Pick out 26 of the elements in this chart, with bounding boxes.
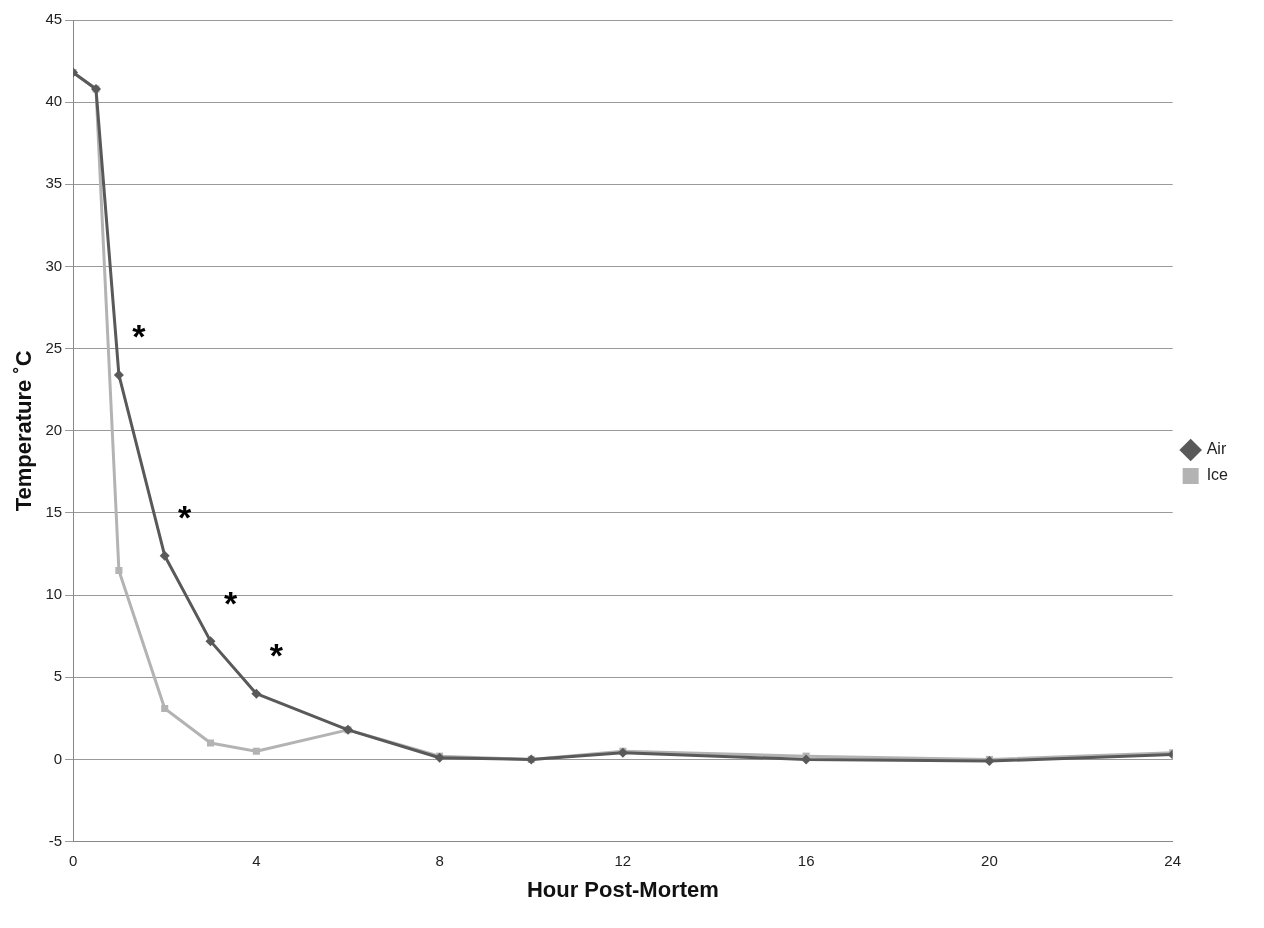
y-tick-label: 0 <box>53 749 63 767</box>
y-axis-title: Temperature ˚C <box>11 350 37 512</box>
y-tick-label: -5 <box>48 831 63 849</box>
x-tick-label: 8 <box>435 851 444 869</box>
y-tick-label: 20 <box>45 420 63 438</box>
x-tick-label: 16 <box>797 851 815 869</box>
y-tick-label: 45 <box>45 10 63 28</box>
y-tick-label: 40 <box>45 92 63 110</box>
y-tick-label: 35 <box>45 174 63 192</box>
y-tick-label: 15 <box>45 503 63 521</box>
annotation: * <box>132 317 147 356</box>
annotation: * <box>178 498 193 537</box>
x-tick-label: 0 <box>68 851 78 869</box>
annotation: * <box>269 636 284 675</box>
legend-label: Air <box>1206 440 1227 458</box>
y-tick-label: 5 <box>53 667 63 685</box>
y-tick-label: 10 <box>45 585 63 603</box>
x-tick-label: 20 <box>981 851 998 869</box>
y-tick-label: 30 <box>45 256 63 274</box>
annotation: * <box>223 583 238 622</box>
y-tick-label: 25 <box>45 338 63 356</box>
x-tick-label: 4 <box>252 851 261 869</box>
x-tick-label: 12 <box>614 851 632 869</box>
x-axis-title: Hour Post-Mortem <box>526 876 719 902</box>
x-tick-label: 24 <box>1164 851 1181 869</box>
legend-label: Ice <box>1206 466 1229 484</box>
